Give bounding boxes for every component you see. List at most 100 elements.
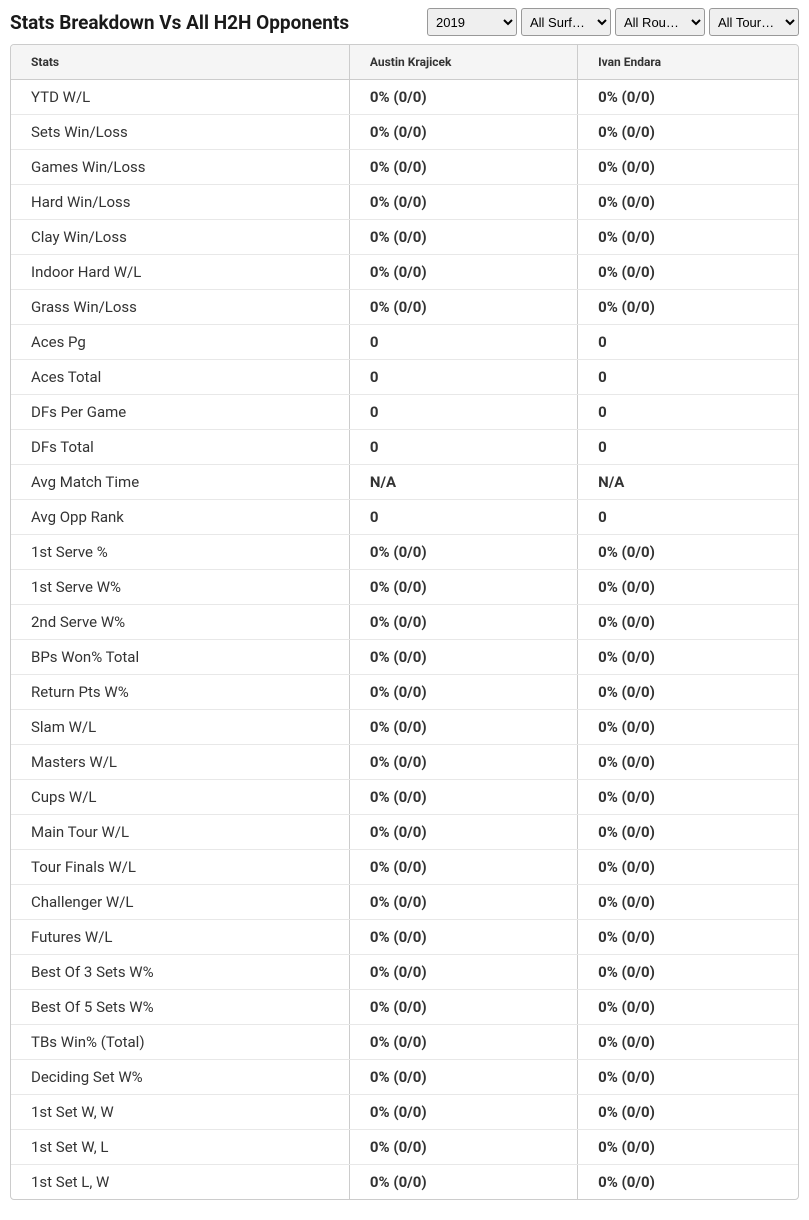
year-select[interactable]: 201920202021	[427, 8, 517, 36]
stat-value-player2: N/A	[578, 465, 798, 500]
table-row: Slam W/L0% (0/0)0% (0/0)	[11, 710, 798, 745]
stat-value-player2: 0% (0/0)	[578, 1095, 798, 1130]
stats-table-body: YTD W/L0% (0/0)0% (0/0)Sets Win/Loss0% (…	[11, 80, 798, 1200]
table-row: Aces Pg00	[11, 325, 798, 360]
table-row: Grass Win/Loss0% (0/0)0% (0/0)	[11, 290, 798, 325]
stat-value-player1: 0% (0/0)	[349, 815, 577, 850]
stat-label: Return Pts W%	[11, 675, 349, 710]
stat-value-player1: 0% (0/0)	[349, 990, 577, 1025]
stat-value-player1: 0% (0/0)	[349, 745, 577, 780]
table-header-row: Stats Austin Krajicek Ivan Endara	[11, 45, 798, 80]
table-row: Hard Win/Loss0% (0/0)0% (0/0)	[11, 185, 798, 220]
stat-label: Best Of 3 Sets W%	[11, 955, 349, 990]
table-row: Best Of 5 Sets W%0% (0/0)0% (0/0)	[11, 990, 798, 1025]
stat-value-player1: 0% (0/0)	[349, 535, 577, 570]
stat-value-player2: 0% (0/0)	[578, 255, 798, 290]
page-title: Stats Breakdown Vs All H2H Opponents	[10, 11, 349, 34]
table-row: Cups W/L0% (0/0)0% (0/0)	[11, 780, 798, 815]
table-row: Futures W/L0% (0/0)0% (0/0)	[11, 920, 798, 955]
stat-value-player2: 0% (0/0)	[578, 80, 798, 115]
table-row: Clay Win/Loss0% (0/0)0% (0/0)	[11, 220, 798, 255]
stat-value-player2: 0% (0/0)	[578, 745, 798, 780]
stat-label: YTD W/L	[11, 80, 349, 115]
stat-label: Masters W/L	[11, 745, 349, 780]
stat-value-player1: 0% (0/0)	[349, 850, 577, 885]
stat-value-player1: 0	[349, 500, 577, 535]
table-row: Main Tour W/L0% (0/0)0% (0/0)	[11, 815, 798, 850]
table-row: Best Of 3 Sets W%0% (0/0)0% (0/0)	[11, 955, 798, 990]
stat-label: Indoor Hard W/L	[11, 255, 349, 290]
stat-value-player1: 0% (0/0)	[349, 1165, 577, 1200]
stat-value-player1: 0	[349, 360, 577, 395]
stat-value-player1: 0% (0/0)	[349, 1025, 577, 1060]
stat-label: Challenger W/L	[11, 885, 349, 920]
table-row: Avg Opp Rank00	[11, 500, 798, 535]
table-row: DFs Per Game00	[11, 395, 798, 430]
stat-value-player2: 0% (0/0)	[578, 605, 798, 640]
stat-value-player2: 0% (0/0)	[578, 220, 798, 255]
stat-value-player1: 0	[349, 325, 577, 360]
table-row: 1st Serve %0% (0/0)0% (0/0)	[11, 535, 798, 570]
stat-value-player2: 0% (0/0)	[578, 1165, 798, 1200]
stat-value-player1: 0% (0/0)	[349, 1060, 577, 1095]
stat-value-player1: 0% (0/0)	[349, 710, 577, 745]
stat-label: Best Of 5 Sets W%	[11, 990, 349, 1025]
stat-value-player2: 0% (0/0)	[578, 150, 798, 185]
surface-select[interactable]: All Surf…HardClayGrass	[521, 8, 611, 36]
stat-label: 2nd Serve W%	[11, 605, 349, 640]
stat-label: Clay Win/Loss	[11, 220, 349, 255]
stat-value-player2: 0% (0/0)	[578, 185, 798, 220]
stat-label: Sets Win/Loss	[11, 115, 349, 150]
table-row: 1st Set W, W0% (0/0)0% (0/0)	[11, 1095, 798, 1130]
stat-value-player2: 0% (0/0)	[578, 1025, 798, 1060]
stat-value-player2: 0% (0/0)	[578, 955, 798, 990]
stat-label: Aces Pg	[11, 325, 349, 360]
stat-value-player1: 0% (0/0)	[349, 780, 577, 815]
round-select[interactable]: All Rou…FinalSFQF	[615, 8, 705, 36]
column-header-player1: Austin Krajicek	[349, 45, 577, 80]
stat-label: Games Win/Loss	[11, 150, 349, 185]
stat-value-player2: 0% (0/0)	[578, 570, 798, 605]
stat-value-player1: 0% (0/0)	[349, 570, 577, 605]
stat-value-player2: 0% (0/0)	[578, 115, 798, 150]
stat-value-player2: 0% (0/0)	[578, 290, 798, 325]
stat-value-player1: 0% (0/0)	[349, 885, 577, 920]
stat-value-player2: 0	[578, 395, 798, 430]
stat-value-player1: 0	[349, 395, 577, 430]
stat-value-player2: 0% (0/0)	[578, 640, 798, 675]
stat-label: Aces Total	[11, 360, 349, 395]
stat-value-player2: 0% (0/0)	[578, 815, 798, 850]
table-row: Avg Match TimeN/AN/A	[11, 465, 798, 500]
tournament-select[interactable]: All Tour…SlamMasters	[709, 8, 799, 36]
stat-value-player2: 0% (0/0)	[578, 920, 798, 955]
table-row: Aces Total00	[11, 360, 798, 395]
stat-value-player2: 0% (0/0)	[578, 675, 798, 710]
stat-value-player1: 0% (0/0)	[349, 1095, 577, 1130]
stat-value-player1: 0% (0/0)	[349, 290, 577, 325]
stat-value-player1: 0% (0/0)	[349, 115, 577, 150]
table-row: Deciding Set W%0% (0/0)0% (0/0)	[11, 1060, 798, 1095]
stat-label: TBs Win% (Total)	[11, 1025, 349, 1060]
stat-label: Grass Win/Loss	[11, 290, 349, 325]
stat-value-player1: 0% (0/0)	[349, 605, 577, 640]
table-row: TBs Win% (Total)0% (0/0)0% (0/0)	[11, 1025, 798, 1060]
stat-value-player2: 0	[578, 360, 798, 395]
stat-value-player2: 0% (0/0)	[578, 535, 798, 570]
stat-value-player2: 0% (0/0)	[578, 990, 798, 1025]
stat-label: 1st Set L, W	[11, 1165, 349, 1200]
stat-label: Futures W/L	[11, 920, 349, 955]
stat-value-player2: 0% (0/0)	[578, 885, 798, 920]
stat-label: Tour Finals W/L	[11, 850, 349, 885]
stat-value-player1: 0	[349, 430, 577, 465]
stat-label: Main Tour W/L	[11, 815, 349, 850]
stat-value-player2: 0% (0/0)	[578, 1060, 798, 1095]
header-row: Stats Breakdown Vs All H2H Opponents 201…	[0, 0, 809, 44]
stat-value-player1: 0% (0/0)	[349, 255, 577, 290]
stat-value-player2: 0	[578, 430, 798, 465]
stat-label: 1st Serve %	[11, 535, 349, 570]
table-row: 1st Set W, L0% (0/0)0% (0/0)	[11, 1130, 798, 1165]
table-row: BPs Won% Total0% (0/0)0% (0/0)	[11, 640, 798, 675]
table-row: Challenger W/L0% (0/0)0% (0/0)	[11, 885, 798, 920]
stat-value-player2: 0% (0/0)	[578, 1130, 798, 1165]
stat-label: Cups W/L	[11, 780, 349, 815]
